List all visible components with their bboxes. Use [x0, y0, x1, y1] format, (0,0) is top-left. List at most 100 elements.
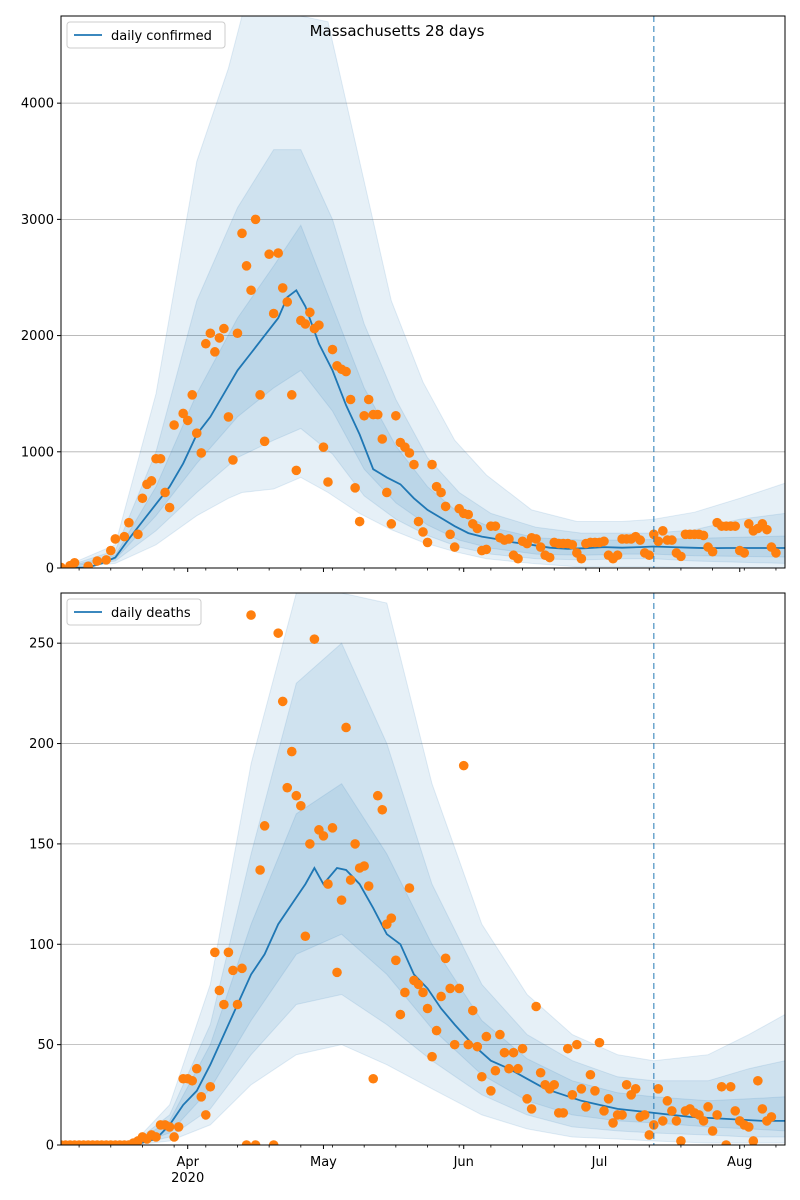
observed-point	[327, 823, 338, 833]
observed-point	[386, 913, 397, 923]
y-tick-label: 0	[46, 1139, 54, 1154]
observed-point	[504, 1063, 514, 1074]
legend: daily deaths	[66, 598, 202, 626]
observed-point	[160, 487, 170, 498]
observed-point	[291, 790, 302, 801]
observed-point	[259, 436, 270, 447]
observed-point	[653, 1083, 664, 1094]
observed-point	[712, 1110, 722, 1120]
y-tick-label: 4000	[21, 97, 54, 112]
observed-point	[201, 338, 211, 349]
observed-point	[639, 1110, 650, 1120]
legend-label: daily deaths	[111, 606, 191, 621]
observed-point	[377, 804, 388, 815]
observed-point	[658, 526, 668, 536]
observed-point	[463, 1039, 474, 1050]
observed-point	[83, 561, 93, 568]
observed-point	[513, 553, 523, 564]
observed-point	[617, 1110, 627, 1120]
observed-point	[273, 248, 284, 258]
observed-point	[422, 537, 433, 548]
observed-point	[164, 1122, 175, 1132]
observed-point	[155, 453, 166, 464]
observed-point	[214, 985, 225, 996]
observed-point	[133, 529, 143, 540]
observed-point	[336, 895, 347, 905]
observed-point	[187, 1075, 198, 1086]
observed-point	[481, 544, 492, 555]
observed-point	[531, 534, 541, 544]
observed-point	[268, 1140, 279, 1145]
observed-point	[445, 983, 455, 994]
observed-point	[477, 1071, 487, 1082]
observed-point	[549, 1079, 560, 1090]
observed-point	[603, 1094, 614, 1104]
observed-point	[191, 428, 202, 438]
observed-point	[178, 408, 188, 419]
observed-point	[309, 634, 320, 644]
observed-point	[372, 790, 383, 801]
observed-point	[354, 516, 365, 527]
observed-point	[544, 552, 555, 563]
plot-area	[61, 16, 785, 568]
axes-frame	[60, 15, 786, 569]
observed-point	[237, 228, 247, 239]
observed-point	[255, 865, 265, 875]
observed-point	[255, 390, 265, 400]
observed-point	[341, 366, 351, 377]
observed-point	[228, 455, 238, 465]
observed-point	[535, 1067, 546, 1078]
series-line	[61, 288, 785, 568]
observed-point	[124, 517, 134, 528]
observed-point	[454, 983, 465, 994]
observed-point	[196, 448, 207, 458]
observed-point	[590, 1086, 600, 1096]
observed-point	[730, 521, 741, 531]
observed-point	[201, 1110, 211, 1120]
observed-point	[499, 1047, 510, 1058]
observed-point	[436, 991, 446, 1002]
observed-point	[648, 529, 659, 540]
y-tick-label: 3000	[21, 213, 54, 228]
observed-point	[458, 760, 469, 771]
legend-label: daily confirmed	[111, 29, 212, 44]
observed-point	[585, 1069, 596, 1080]
observed-point	[169, 1132, 179, 1142]
observed-point	[667, 1106, 677, 1116]
plot-area	[61, 593, 785, 1145]
observed-point	[110, 534, 121, 544]
observed-point	[490, 521, 501, 531]
observed-point	[372, 409, 383, 420]
observed-point	[404, 883, 415, 893]
observed-point	[305, 839, 315, 849]
observed-point	[314, 320, 324, 330]
observed-point	[286, 390, 297, 400]
observed-point	[418, 527, 428, 537]
y-tick-label: 100	[29, 938, 54, 953]
observed-point	[250, 1140, 261, 1145]
observed-point	[703, 1102, 713, 1112]
uncertainty-band-outer	[61, 593, 785, 1145]
y-tick-label: 50	[37, 1038, 54, 1053]
observed-point	[219, 999, 229, 1010]
observed-point	[305, 307, 315, 318]
observed-point	[599, 1106, 609, 1116]
observed-point	[345, 394, 356, 405]
observed-point	[716, 1081, 727, 1092]
observed-point	[721, 1140, 731, 1145]
series-line	[61, 866, 785, 1145]
observed-point	[572, 1039, 582, 1050]
observed-point	[137, 493, 148, 504]
y-tick-label: 250	[29, 637, 54, 652]
observed-point	[205, 1081, 216, 1092]
observed-point	[223, 412, 234, 422]
observed-point	[264, 249, 274, 260]
observed-point	[427, 1051, 437, 1062]
observed-point	[92, 556, 102, 566]
observed-point	[576, 1083, 587, 1094]
uncertainty-band-middle	[61, 149, 785, 568]
observed-point	[61, 562, 66, 568]
observed-point	[495, 1029, 505, 1040]
observed-point	[246, 610, 256, 620]
